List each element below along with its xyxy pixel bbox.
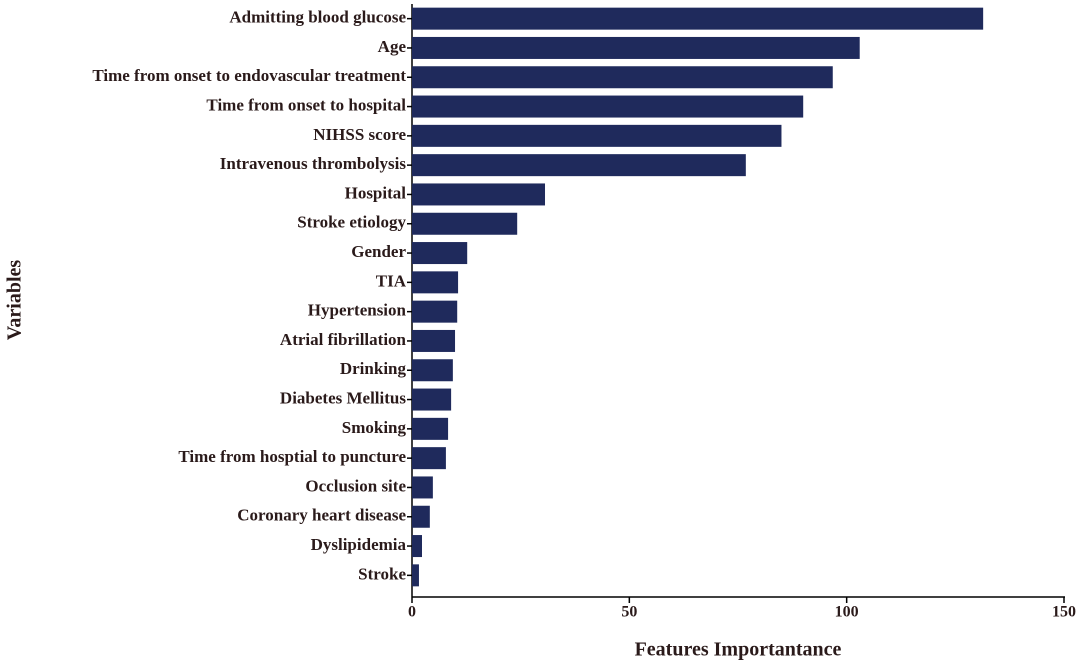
bar — [412, 417, 449, 440]
bar — [412, 271, 459, 294]
y-tick-label: Intravenous thrombolysis — [220, 154, 407, 173]
bar — [412, 7, 984, 30]
y-tick-label: Time from onset to endovascular treatmen… — [92, 66, 406, 85]
y-tick-label: Age — [378, 37, 407, 56]
y-tick-label: Occlusion site — [305, 476, 406, 495]
bar — [412, 505, 430, 528]
bar — [412, 124, 782, 147]
y-tick-label: Hospital — [345, 183, 407, 202]
bar — [412, 329, 456, 352]
bar — [412, 154, 746, 177]
bar — [412, 535, 422, 558]
y-tick-label: Stroke etiology — [297, 213, 406, 232]
x-tick-label: 100 — [835, 604, 859, 621]
y-tick-label: Stroke — [358, 564, 406, 583]
bar — [412, 212, 518, 235]
y-tick-label: Atrial fibrillation — [280, 330, 407, 349]
x-axis-title: Features Importantance — [635, 639, 842, 661]
bar — [412, 564, 419, 587]
x-tick-label: 150 — [1052, 604, 1076, 621]
y-tick-label: Drinking — [340, 359, 407, 378]
bar — [412, 242, 468, 265]
y-axis-title: Variables — [4, 260, 26, 341]
y-tick-label: Diabetes Mellitus — [280, 388, 406, 407]
y-tick-label: Time from onset to hospital — [206, 95, 406, 114]
bar — [412, 476, 433, 499]
y-tick-label: Coronary heart disease — [237, 506, 406, 525]
bar — [412, 359, 453, 382]
y-tick-label: Dyslipidemia — [311, 535, 407, 554]
bar — [412, 183, 546, 206]
y-tick-label: Admitting blood glucose — [229, 8, 406, 27]
x-tick-label: 0 — [408, 604, 416, 621]
y-tick-label: TIA — [376, 271, 407, 290]
y-tick-label: Time from hosptial to puncture — [178, 447, 406, 466]
bar — [412, 447, 446, 470]
y-tick-label: NIHSS score — [313, 125, 406, 144]
bar — [412, 36, 860, 59]
bar — [412, 66, 833, 89]
y-tick-label: Smoking — [342, 418, 407, 437]
bar — [412, 95, 804, 118]
bar — [412, 300, 458, 323]
x-tick-label: 50 — [621, 604, 637, 621]
y-tick-label: Hypertension — [308, 301, 407, 320]
bar — [412, 388, 452, 411]
y-tick-label: Gender — [351, 242, 406, 261]
